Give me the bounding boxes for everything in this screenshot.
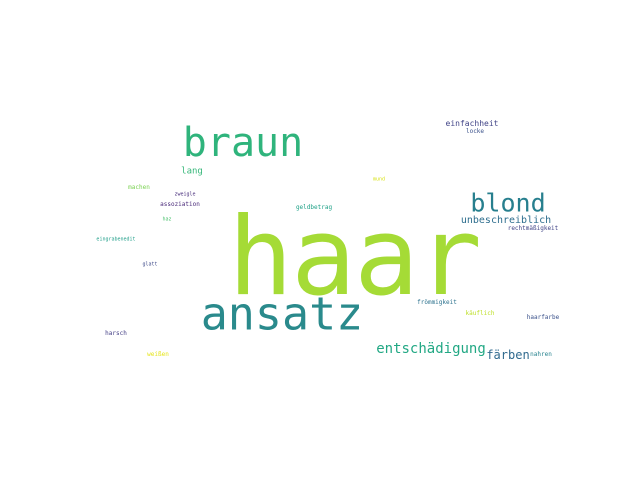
word-haar: haar: [227, 195, 482, 320]
word-nahren: nahren: [530, 351, 552, 358]
word-haz: haz: [162, 216, 172, 223]
word-ansatz: ansatz: [200, 287, 364, 341]
word-kaeuflich: käuflich: [465, 310, 495, 317]
word-glatt: glatt: [142, 261, 158, 268]
word-machen: machen: [128, 184, 150, 191]
word-faerben: färben: [486, 348, 530, 362]
word-locke: locke: [465, 128, 485, 135]
word-froemmigkeit: frömmigkeit: [417, 299, 457, 306]
word-einfachheit: einfachheit: [445, 119, 499, 128]
word-lang: lang: [181, 166, 203, 177]
word-braun: braun: [182, 120, 304, 166]
word-zweigle: zweigle: [174, 191, 196, 198]
word-entschaedigung: entschädigung: [376, 341, 486, 357]
word-blond: blond: [470, 188, 546, 218]
word-eingrabenedit: eingrabenedit: [96, 236, 136, 243]
word-mund: mund: [372, 176, 386, 183]
word-rechtmaessigkeit: rechtmäßigkeit: [507, 225, 559, 232]
word-haarfarbe: haarfarbe: [526, 314, 560, 321]
word-geldbetrag: geldbetrag: [295, 204, 333, 211]
word-unbeschreiblich: unbeschreiblich: [460, 215, 552, 226]
word-assoziation: assoziation: [160, 201, 200, 208]
word-harsch: harsch: [105, 330, 127, 337]
word-weissen: weißen: [147, 351, 169, 358]
